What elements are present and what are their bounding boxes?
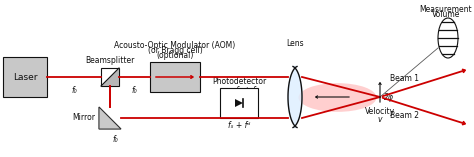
Ellipse shape <box>438 18 458 58</box>
Bar <box>3 57 47 97</box>
Text: Measurement: Measurement <box>419 5 472 14</box>
Text: fₛ + fᵈ: fₛ + fᵈ <box>228 121 250 130</box>
Text: f₀: f₀ <box>112 135 118 144</box>
Polygon shape <box>235 99 243 107</box>
Text: v: v <box>378 115 382 124</box>
Text: Beam 2: Beam 2 <box>390 111 419 120</box>
Polygon shape <box>288 67 302 127</box>
Text: f₀ + fₛ: f₀ + fₛ <box>237 86 259 95</box>
Text: Beamsplitter: Beamsplitter <box>85 56 135 65</box>
Text: f₀: f₀ <box>132 86 137 95</box>
Bar <box>101 68 119 86</box>
Text: (optional): (optional) <box>156 51 194 60</box>
Text: f₀: f₀ <box>71 86 77 95</box>
Text: Photodetector: Photodetector <box>212 77 266 86</box>
Bar <box>220 88 258 118</box>
Text: Laser: Laser <box>13 73 37 81</box>
Text: Velocity: Velocity <box>365 107 395 116</box>
Text: 2φ: 2φ <box>384 92 394 101</box>
Polygon shape <box>101 68 119 86</box>
Text: Lens: Lens <box>286 39 304 48</box>
Polygon shape <box>99 107 121 129</box>
Text: Mirror: Mirror <box>72 114 95 122</box>
Ellipse shape <box>299 83 376 112</box>
Text: Volume: Volume <box>432 10 460 19</box>
Text: Acousto-Optic Modulator (AOM): Acousto-Optic Modulator (AOM) <box>114 41 236 50</box>
Text: Beam 1: Beam 1 <box>390 74 419 83</box>
Text: (or Bragg cell): (or Bragg cell) <box>147 46 202 55</box>
Bar <box>150 62 200 92</box>
Polygon shape <box>99 107 121 129</box>
